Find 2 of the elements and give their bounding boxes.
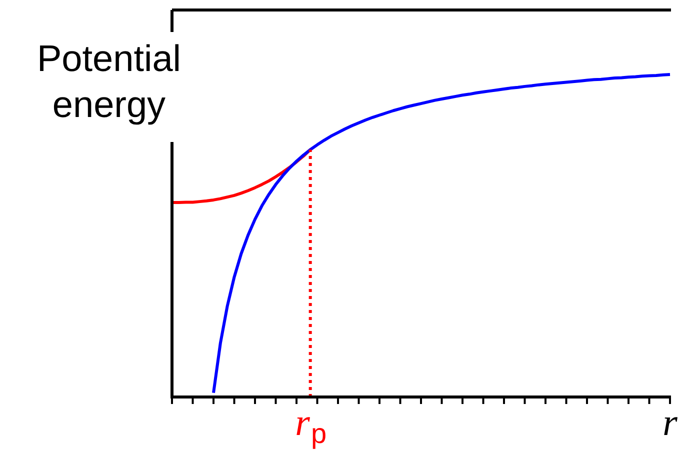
x-tick-label: r [662, 402, 678, 444]
y-axis-title: Potential energy [14, 32, 204, 142]
